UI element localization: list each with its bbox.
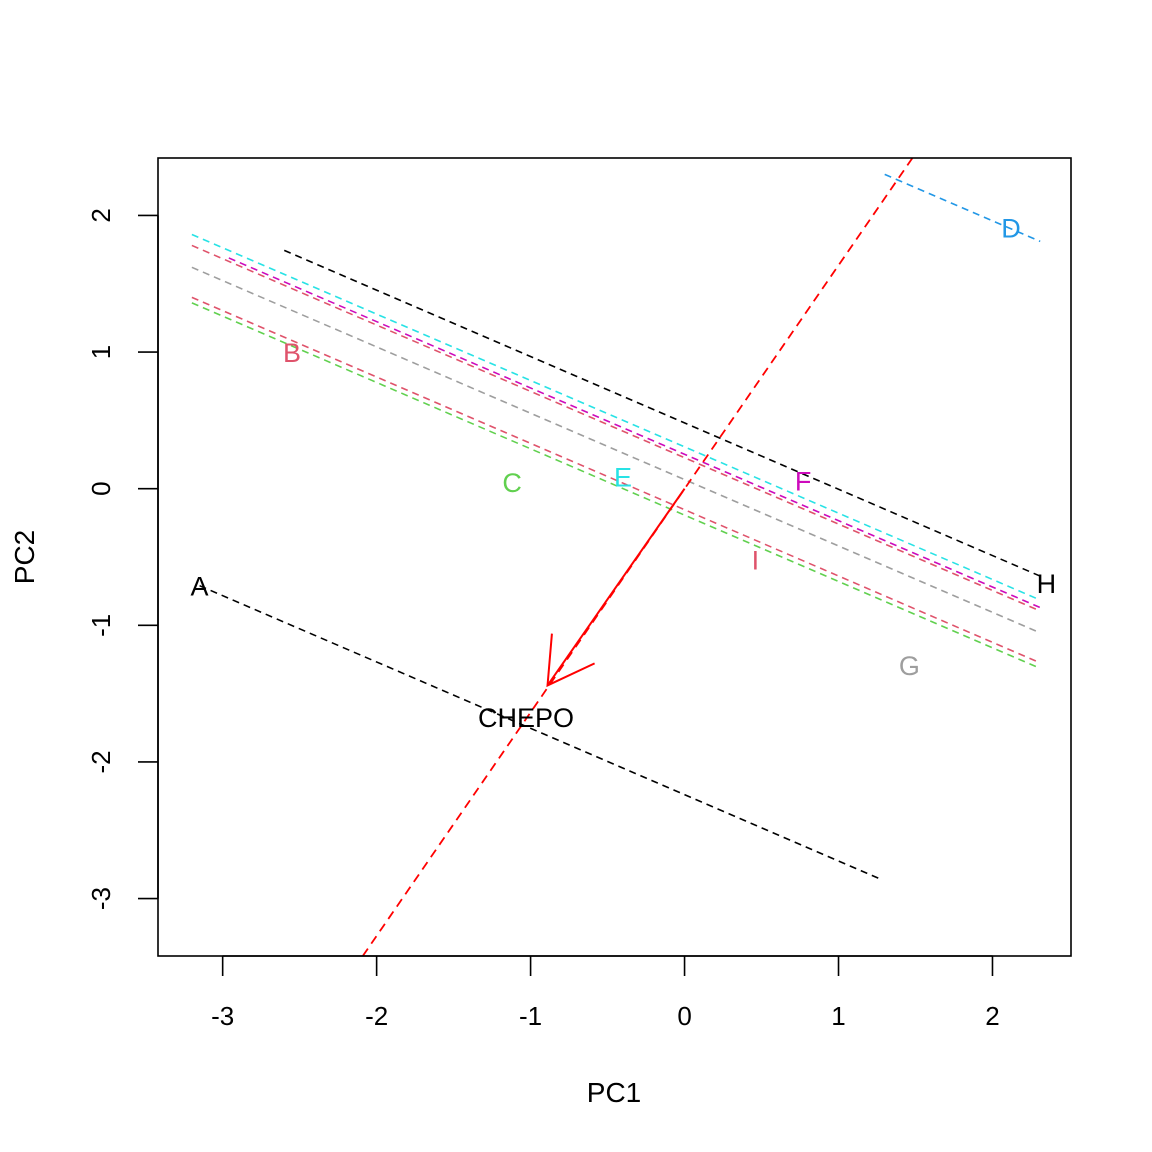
projection-line-3 xyxy=(191,302,1041,670)
chepo-arrow-head xyxy=(546,633,596,688)
y-tick-label-5: 1 xyxy=(86,345,116,359)
point-label-c: C xyxy=(502,468,522,498)
y-tick-label-3: -1 xyxy=(86,614,116,637)
y-tick-label-4: 0 xyxy=(86,481,116,495)
projection-line-9 xyxy=(191,244,1041,612)
projection-line-4 xyxy=(884,173,1041,243)
x-tick-label-2: -2 xyxy=(365,1001,388,1031)
projection-line-8 xyxy=(283,249,1041,577)
y-tick-label-1: -3 xyxy=(86,887,116,910)
plot-frame xyxy=(157,157,1072,957)
chepo-arrow-shaft xyxy=(546,488,686,687)
x-tick-label-4: 0 xyxy=(677,1001,691,1031)
projection-line-7 xyxy=(191,266,1041,634)
point-label-h: H xyxy=(1037,569,1057,599)
point-label-a: A xyxy=(191,572,209,602)
point-label-i: I xyxy=(752,546,760,576)
x-tick-label-6: 2 xyxy=(985,1001,999,1031)
chepo-arrow-label: CHEPO xyxy=(478,703,574,733)
x-tick-label-3: -1 xyxy=(519,1001,542,1031)
projection-line-2 xyxy=(191,296,1041,664)
projection-line-1 xyxy=(199,584,879,879)
point-label-g: G xyxy=(899,651,920,681)
x-tick-label-5: 1 xyxy=(831,1001,845,1031)
point-label-f: F xyxy=(795,466,812,496)
projection-line-5 xyxy=(191,233,1041,601)
y-tick-label-2: -2 xyxy=(86,750,116,773)
y-axis-title: PC2 xyxy=(9,530,40,584)
y-tick-label-6: 2 xyxy=(86,208,116,222)
x-tick-label-1: -3 xyxy=(211,1001,234,1031)
marks-layer: CHEPO A B C D E F G H I xyxy=(191,214,1057,733)
point-label-e: E xyxy=(614,462,632,492)
projection-line-6 xyxy=(228,257,1041,609)
x-axis-title: PC1 xyxy=(587,1077,641,1108)
point-label-b: B xyxy=(283,338,301,368)
point-label-d: D xyxy=(1001,214,1021,244)
